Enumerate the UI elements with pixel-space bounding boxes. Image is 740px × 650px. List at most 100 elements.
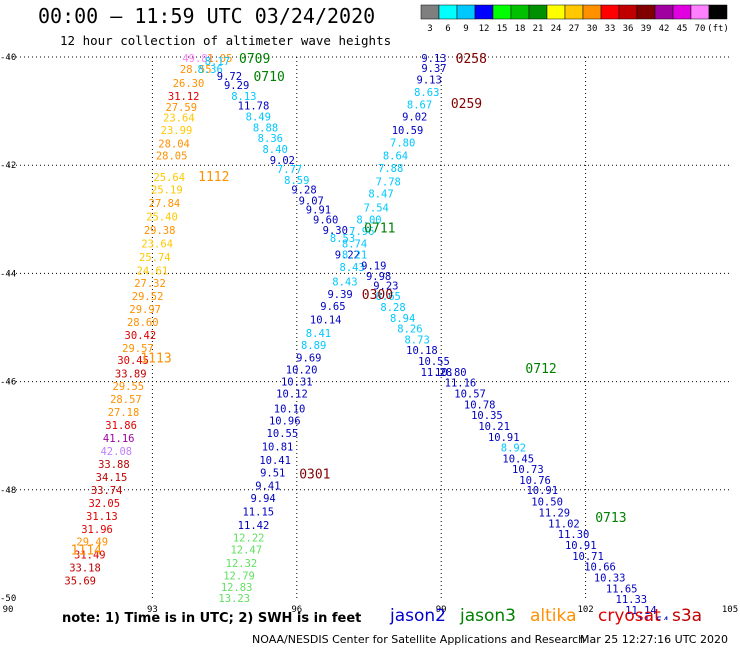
wave-height-value: 30.45 [117,355,149,367]
wave-height-value: 31.86 [105,420,137,432]
wave-height-value: 8.63 [414,87,439,99]
wave-height-value: 28.04 [158,139,190,151]
wave-height-value: 11.02 [548,518,580,530]
wave-height-value: 9.07 [299,195,324,207]
wave-height-value: 10.66 [584,562,616,574]
wave-height-value: 13.23 [218,593,250,605]
wave-height-value: 10.57 [454,389,486,401]
wave-height-value: 28.55 [180,64,212,76]
wave-height-value: 9.02 [402,112,427,124]
wave-height-value: 8.67 [407,100,432,112]
pass-time-label: 0258 [456,52,487,67]
wave-height-value: 10.80 [435,367,467,379]
wave-height-value: 12.32 [226,558,258,570]
wave-height-value: 33.74 [91,485,123,497]
wave-height-value: 8.43 [340,262,365,274]
wave-height-value: 8.41 [306,328,331,340]
wave-height-value: 8.59 [284,175,309,187]
pass-time-label: 0712 [525,362,556,377]
wave-height-value: 27.32 [134,278,166,290]
color-scale-label: 24 [551,24,562,34]
wave-height-value: 11.16 [445,378,477,390]
wave-height-value: 9.91 [306,205,331,217]
wave-height-value: 30.42 [125,330,157,342]
wave-height-value: 41.16 [103,433,135,445]
pass-time-label: 1113 [140,351,171,366]
wave-height-value: 28.05 [156,150,188,162]
wave-height-value: 9.69 [296,352,321,364]
wave-height-value: 10.50 [531,497,563,509]
wave-height-value: 10.33 [594,572,626,584]
wave-height-value: 7.96 [349,226,374,238]
wave-height-value: 8.94 [390,313,415,325]
color-scale-label: 33 [605,24,616,34]
wave-height-value: 10.55 [267,428,299,440]
wave-height-value: 9.29 [224,80,249,92]
wave-height-plot: 90 93 96 99 102 105 -40 -42 -44 -46 -48 -50 49.811.0… [0,52,738,620]
wave-height-value: 9.60 [313,214,338,226]
legend-altika: altika [530,606,577,626]
wave-height-value: 25.74 [139,252,171,264]
wave-height-value: 11.28 [421,367,453,379]
pass-time-label: 0301 [299,468,330,483]
wave-height-value: 9.51 [260,467,285,479]
color-scale-label: 27 [569,24,580,34]
wave-height-value: 8.89 [301,340,326,352]
wave-height-value: 8.40 [262,144,287,156]
wave-height-value: 10.91 [526,485,558,497]
wave-height-value: 10.76 [519,475,551,487]
pass-time-label: 0709 [239,52,270,67]
wave-height-value: 25.40 [146,212,178,224]
wave-height-value: 10.41 [259,455,291,467]
color-scale-label: 18 [515,24,526,34]
wave-height-value: 8.92 [501,443,526,455]
wave-height-value: 8.00 [356,214,381,226]
wave-height-value: 9.23 [373,280,398,292]
wave-height-value: 10.96 [269,416,301,428]
chart-title: 00:00 – 11:59 UTC 03/24/2020 [38,4,376,28]
x-tick-label: 96 [291,605,302,615]
wave-height-value: 8.21 [342,249,367,261]
wave-height-value: 11.14 [625,605,657,617]
wave-height-value: 35.69 [64,576,96,588]
wave-height-value: 11.42 [238,520,270,532]
wave-height-value: 31.12 [168,91,200,103]
legend-jason2: jason2 [390,606,446,626]
wave-height-value: 1.05 [207,53,232,65]
wave-height-value: 8.43 [332,277,357,289]
wave-height-value: 7.77 [277,164,302,176]
legend-jason3: jason3 [460,606,516,626]
wave-height-value: 8.36 [198,64,223,76]
y-tick-label: -46 [0,378,16,388]
pass-time-label: 0713 [595,511,626,526]
footnote: note: 1) Time is in UTC; 2) SWH is in fe… [62,611,362,626]
wave-height-value: 10.73 [512,464,544,476]
wave-height-value: 9.19 [361,260,386,272]
x-tick-label: 105 [722,605,738,615]
generated-timestamp: Mar 25 12:27:16 UTC 2020 [580,633,728,646]
y-tick-label: -48 [0,486,16,496]
color-scale-legend: 3 6 9 12 15 18 21 24 27 30 33 36 39 42 45 70 (ft) [420,4,729,34]
wave-height-value: 10.59 [392,125,424,137]
wave-height-value: 11.30 [558,529,590,541]
wave-height-value: 11.33 [616,594,648,606]
wave-height-value: 24.61 [137,266,169,278]
wave-height-value: 8.47 [368,188,393,200]
wave-height-value: 11.65 [606,583,638,595]
wave-height-value: 23.64 [141,239,173,251]
wave-height-value: 10.10 [274,404,306,416]
wave-height-value: 8.88 [253,122,278,134]
wave-height-value: 25.64 [153,172,185,184]
wave-height-value: 33.18 [69,563,101,575]
wave-height-value: 8.17 [205,56,230,68]
pass-time-label: 0710 [253,70,284,85]
color-scale-label: 42 [659,24,670,34]
wave-height-value: 33.88 [98,459,130,471]
wave-height-value: 8.49 [246,112,271,124]
color-scale-label: 9 [463,24,468,34]
wave-height-value: 9.65 [320,301,345,313]
color-scale-label: 15 [497,24,508,34]
wave-height-value: 28.57 [110,394,142,406]
wave-height-value: 10.55 [418,356,450,368]
wave-height-value: 27.18 [108,407,140,419]
